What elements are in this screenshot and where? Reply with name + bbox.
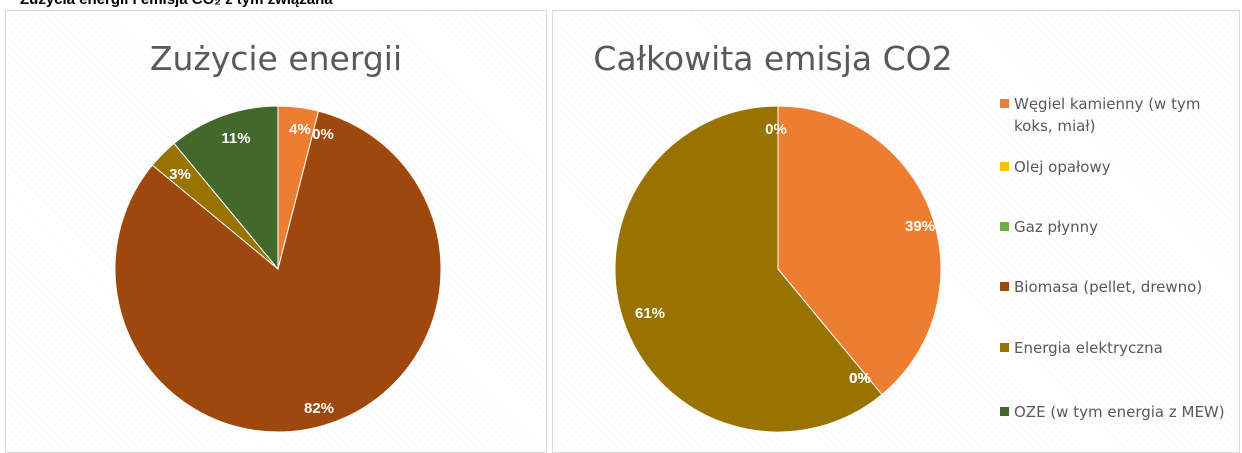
legend-label: Olej opałowy xyxy=(1014,158,1111,176)
data-label: 0% xyxy=(849,370,871,387)
legend-label: Energia elektryczna xyxy=(1014,339,1163,357)
legend-label: Biomasa (pellet, drewno) xyxy=(1014,278,1203,296)
legend-swatch xyxy=(1000,282,1009,291)
legend-swatch xyxy=(1000,343,1009,352)
data-label: 0% xyxy=(849,370,871,387)
data-label: 0% xyxy=(312,126,334,143)
pie-slice-w-giel-kamienny-w-tym-koks-mia xyxy=(777,105,942,396)
data-label: 3% xyxy=(169,166,191,183)
legend-swatch xyxy=(1000,222,1009,231)
legend-swatch xyxy=(1000,162,1009,171)
co2-emission-chart: Całkowita emisja CO2 39% 0% 0% 0% 61% 0% Węgi… xyxy=(552,10,1240,453)
chart-title: Zużycie energii xyxy=(149,39,403,78)
energy-use-chart: Zużycie energii 4% 0% 82% 3% 11% xyxy=(5,10,547,453)
pie-slice-energia-elektryczna xyxy=(614,105,883,433)
legend-label: OZE (w tym energia z MEW) xyxy=(1014,403,1225,421)
page-heading: Zużycia energii i emisja CO₂ z tym związ… xyxy=(20,0,333,8)
energy-pie: 4% 0% 82% 3% 11% xyxy=(114,105,442,433)
data-label: 4% xyxy=(289,121,311,138)
data-label: 61% xyxy=(635,305,665,322)
pie-slice-biomasa-pellet-drewno xyxy=(114,110,442,433)
data-label: 11% xyxy=(221,130,250,147)
legend-label: Węgiel kamienny (w tym koks, miał) xyxy=(1014,95,1201,135)
data-label: 39% xyxy=(905,218,935,235)
data-label: 0% xyxy=(849,370,871,387)
legend-label: Gaz płynny xyxy=(1014,218,1099,236)
legend-swatch xyxy=(1000,407,1009,416)
pie-slice-oze-w-tym-energia-z-mew xyxy=(173,105,279,271)
co2-pie: 39%0%0%0%61%0% xyxy=(614,105,942,433)
data-label: 0% xyxy=(765,121,787,138)
data-label: 82% xyxy=(304,400,334,417)
chart-title: Całkowita emisja CO2 xyxy=(593,39,953,78)
legend-swatch xyxy=(1000,99,1009,108)
